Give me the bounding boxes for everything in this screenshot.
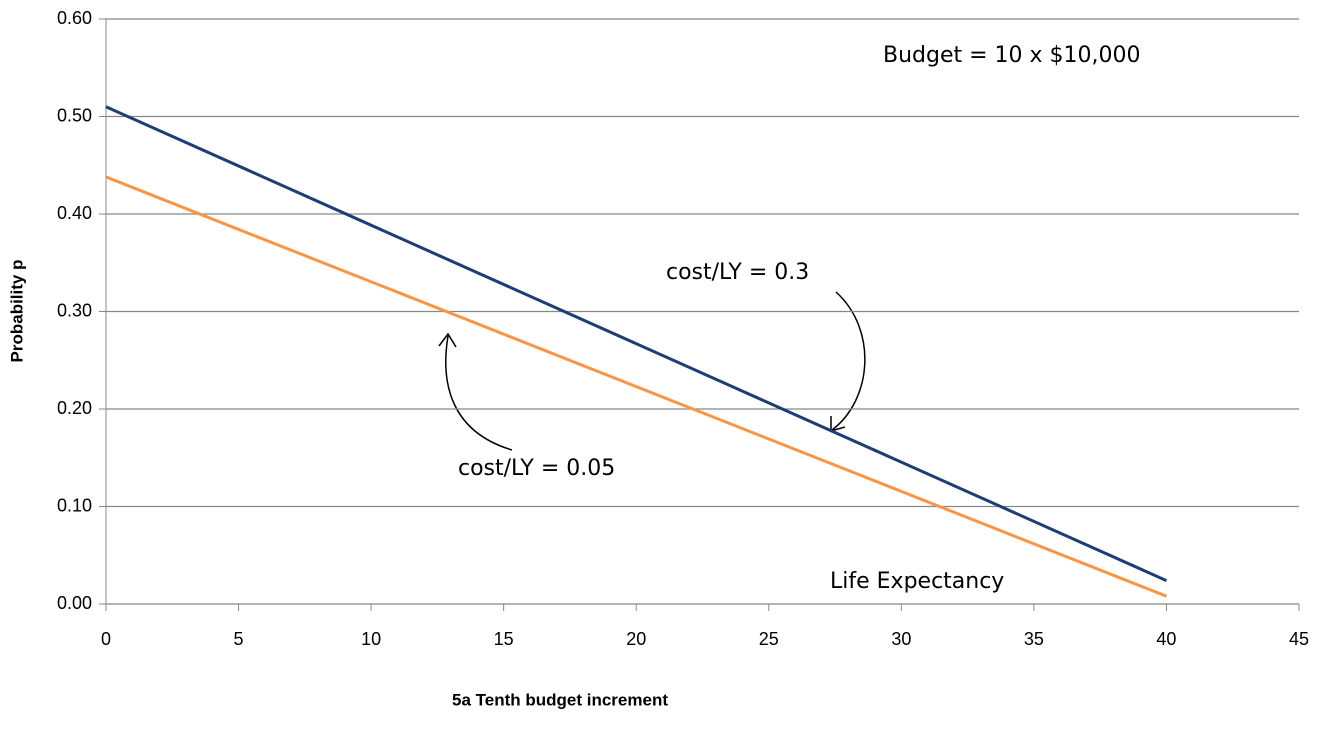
y-tick-label: 0.30 [57,300,92,320]
line [105,105,1168,582]
y-tick-label: 0.20 [57,398,92,418]
x-tick-label: 0 [101,629,111,649]
y-tick-label: 0.50 [57,105,92,125]
annotation: Life Expectancy [830,569,1004,594]
x-tick-label: 20 [626,629,646,649]
x-axis-title: 5a Tenth budget increment [452,690,668,709]
line [105,175,1167,598]
y-tick-label: 0.10 [57,495,92,515]
y-tick-label: 0.40 [57,203,92,223]
x-tick-label: 15 [494,629,514,649]
x-tick-label: 30 [891,629,911,649]
arrow [445,335,513,451]
x-tick-label: 45 [1289,629,1309,649]
annotation: Budget = 10 x $10,000 [883,43,1141,68]
annotation: cost/LY = 0.05 [458,456,615,481]
x-tick-label: 10 [361,629,381,649]
x-tick-label: 35 [1024,629,1044,649]
x-tick-label: 25 [759,629,779,649]
y-tick-label: 0.60 [57,8,92,28]
arrow [831,291,866,431]
x-tick-label: 5 [234,629,244,649]
arrow-head [438,332,457,348]
x-tick-label: 40 [1156,629,1176,649]
annotation: cost/LY = 0.3 [666,260,809,285]
y-axis-title: Probability p [7,260,26,363]
arrows [438,291,866,451]
y-tick-label: 0.00 [57,593,92,613]
